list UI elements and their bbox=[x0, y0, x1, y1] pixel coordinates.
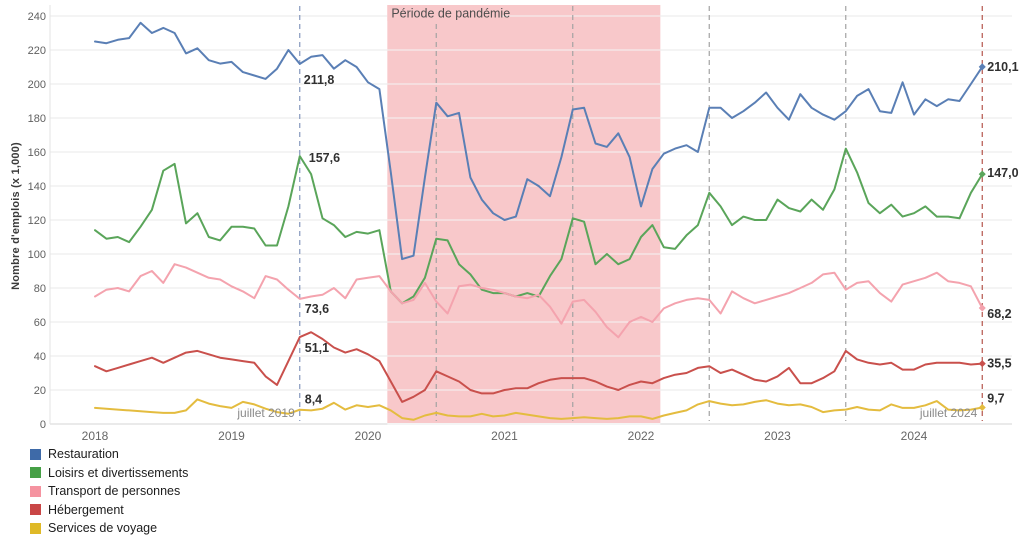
legend-item-loisirs-et-divertissements: Loisirs et divertissements bbox=[30, 465, 189, 480]
y-tick-label-20: 20 bbox=[34, 385, 46, 397]
pandemic-band bbox=[387, 5, 661, 423]
series-endpoint-transport-de-personnes bbox=[978, 304, 986, 312]
legend-swatch-services-de-voyage bbox=[30, 522, 41, 534]
value-label-transport-de-personnes-18: 73,6 bbox=[305, 302, 329, 316]
y-tick-label-80: 80 bbox=[34, 283, 46, 295]
y-tick-label-40: 40 bbox=[34, 351, 46, 363]
pandemic-band-label: Période de pandémie bbox=[391, 7, 510, 21]
y-tick-label-140: 140 bbox=[28, 181, 46, 193]
legend-label-transport-de-personnes: Transport de personnes bbox=[48, 484, 181, 498]
axis-label-juillet-2019: juillet 2019 bbox=[236, 406, 295, 420]
y-tick-label-220: 220 bbox=[28, 45, 46, 57]
axis-label-juillet-2024: juillet 2024 bbox=[919, 406, 978, 420]
chart-legend: Restauration Loisirs et divertissements … bbox=[30, 448, 188, 535]
pandemic-band-label-bg bbox=[387, 5, 502, 21]
series-line-loisirs-et-divertissements bbox=[94, 147, 984, 305]
y-axis-title: Nombre d'emplois (x 1,000) bbox=[10, 142, 22, 290]
gridlines bbox=[49, 5, 1012, 425]
y-tick-label-120: 120 bbox=[28, 215, 46, 227]
x-year-label-2020: 2020 bbox=[355, 429, 382, 443]
x-year-label-2018: 2018 bbox=[82, 429, 109, 443]
legend-label-restauration: Restauration bbox=[48, 447, 119, 461]
legend-item-restauration: Restauration bbox=[30, 448, 188, 461]
value-label-services-de-voyage-78: 9,7 bbox=[987, 392, 1004, 406]
x-year-label-2024: 2024 bbox=[901, 429, 928, 443]
legend-swatch-loisirs-et-divertissements bbox=[30, 467, 41, 479]
y-tick-label-60: 60 bbox=[34, 317, 46, 329]
legend-label-hebergement: Hébergement bbox=[48, 502, 124, 517]
legend-item-hebergement: Hébergement bbox=[30, 502, 188, 517]
value-label-hebergement-18: 51,1 bbox=[305, 341, 329, 355]
value-label-loisirs-et-divertissements-78: 147,0 bbox=[987, 166, 1018, 180]
series-line-transport-de-personnes bbox=[94, 263, 984, 339]
legend-item-transport-de-personnes: Transport de personnes bbox=[30, 485, 188, 498]
legend-label-loisirs-et-divertissements: Loisirs et divertissements bbox=[48, 465, 189, 480]
series-line-hebergement bbox=[94, 331, 984, 403]
value-label-hebergement-78: 35,5 bbox=[987, 357, 1011, 371]
y-tick-label-0: 0 bbox=[40, 419, 46, 431]
value-label-restauration-78: 210,1 bbox=[987, 60, 1018, 74]
y-tick-label-200: 200 bbox=[28, 79, 46, 91]
legend-swatch-transport-de-personnes bbox=[30, 485, 41, 497]
legend-swatch-restauration bbox=[30, 448, 41, 460]
series-line-services-de-voyage bbox=[94, 398, 984, 421]
value-label-restauration-18: 211,8 bbox=[304, 73, 335, 87]
y-tick-label-100: 100 bbox=[28, 249, 46, 261]
value-label-transport-de-personnes-78: 68,2 bbox=[987, 307, 1011, 321]
legend-swatch-hebergement bbox=[30, 504, 41, 516]
y-tick-label-240: 240 bbox=[28, 11, 46, 23]
x-year-label-2022: 2022 bbox=[628, 429, 655, 443]
value-label-services-de-voyage-18: 8,4 bbox=[305, 393, 322, 407]
series-endpoint-loisirs-et-divertissements bbox=[978, 170, 986, 178]
series-line-restauration bbox=[94, 21, 984, 261]
x-year-label-2019: 2019 bbox=[218, 429, 245, 443]
legend-label-services-de-voyage: Services de voyage bbox=[48, 521, 158, 535]
series-endpoint-hebergement bbox=[978, 360, 986, 368]
x-year-label-2021: 2021 bbox=[491, 429, 518, 443]
series-endpoint-restauration bbox=[978, 63, 986, 71]
y-tick-label-160: 160 bbox=[28, 147, 46, 159]
y-tick-label-180: 180 bbox=[28, 113, 46, 125]
value-label-loisirs-et-divertissements-18: 157,6 bbox=[309, 151, 340, 165]
legend-item-services-de-voyage: Services de voyage bbox=[30, 522, 188, 535]
series-endpoint-services-de-voyage bbox=[978, 403, 986, 412]
x-year-label-2023: 2023 bbox=[764, 429, 791, 443]
